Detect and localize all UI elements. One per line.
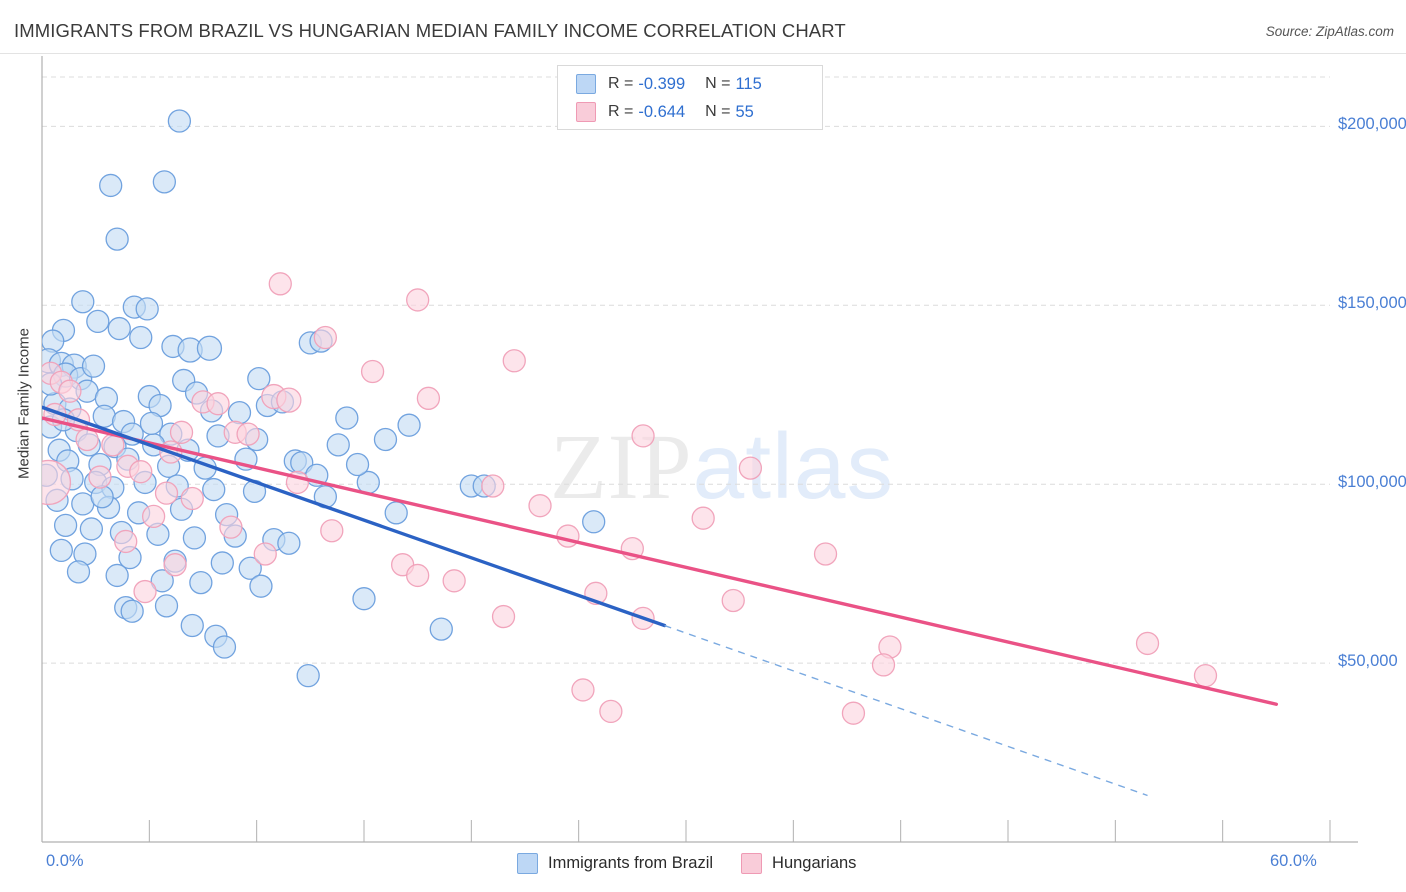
series-legend: Immigrants from Brazil Hungarians (517, 850, 884, 876)
legend-label-hungarians: Hungarians (772, 853, 857, 872)
pink-swatch-icon (576, 102, 596, 122)
gridlines (42, 76, 1330, 664)
stats-row-hungarians: R = -0.644 N = 55 (576, 99, 754, 125)
n-label-brazil: N = (705, 75, 731, 92)
hungarians-swatch-icon (741, 852, 763, 874)
x-tick-label: 60.0% (1270, 852, 1317, 870)
r-value-brazil: -0.399 (638, 74, 686, 93)
y-tick-label: $100,000 (1338, 473, 1406, 492)
header-divider (0, 53, 1406, 54)
r-value-hungarians: -0.644 (638, 102, 686, 121)
legend-label-brazil: Immigrants from Brazil (548, 853, 714, 872)
axes (41, 56, 1358, 843)
series-immigrants-from-brazil (42, 109, 606, 688)
n-value-brazil: 115 (735, 74, 762, 93)
y-tick-label: $200,000 (1338, 115, 1406, 134)
trendline-hungarians (42, 416, 1279, 706)
brazil-swatch-icon (517, 852, 538, 874)
n-label-hungarians: N = (705, 103, 731, 120)
legend-item-hungarians[interactable]: Hungarians (741, 852, 857, 874)
source-attribution: Source: ZipAtlas.com (1265, 24, 1394, 39)
blue-swatch-icon (576, 74, 596, 94)
r-label-brazil: R = (608, 75, 634, 92)
y-tick-label: $150,000 (1338, 294, 1406, 313)
n-value-hungarians: 55 (735, 102, 754, 121)
y-tick-label: $50,000 (1338, 652, 1398, 671)
chart-header: IMMIGRANTS FROM BRAZIL VS HUNGARIAN MEDI… (0, 0, 1406, 54)
r-label-hungarians: R = (608, 103, 634, 120)
stats-row-brazil: R = -0.399 N = 115 (576, 71, 762, 97)
legend-item-brazil[interactable]: Immigrants from Brazil (517, 852, 714, 874)
trend-lines (42, 405, 1279, 797)
trendline-brazil-extrapolated (664, 624, 1148, 797)
data-points (42, 109, 1218, 725)
x-tick-label: 0.0% (46, 852, 84, 870)
correlation-stats-legend: R = -0.399 N = 115 R = -0.644 N = 55 (557, 65, 823, 130)
page-title: IMMIGRANTS FROM BRAZIL VS HUNGARIAN MEDI… (14, 20, 846, 41)
trendline-brazil (42, 405, 667, 628)
